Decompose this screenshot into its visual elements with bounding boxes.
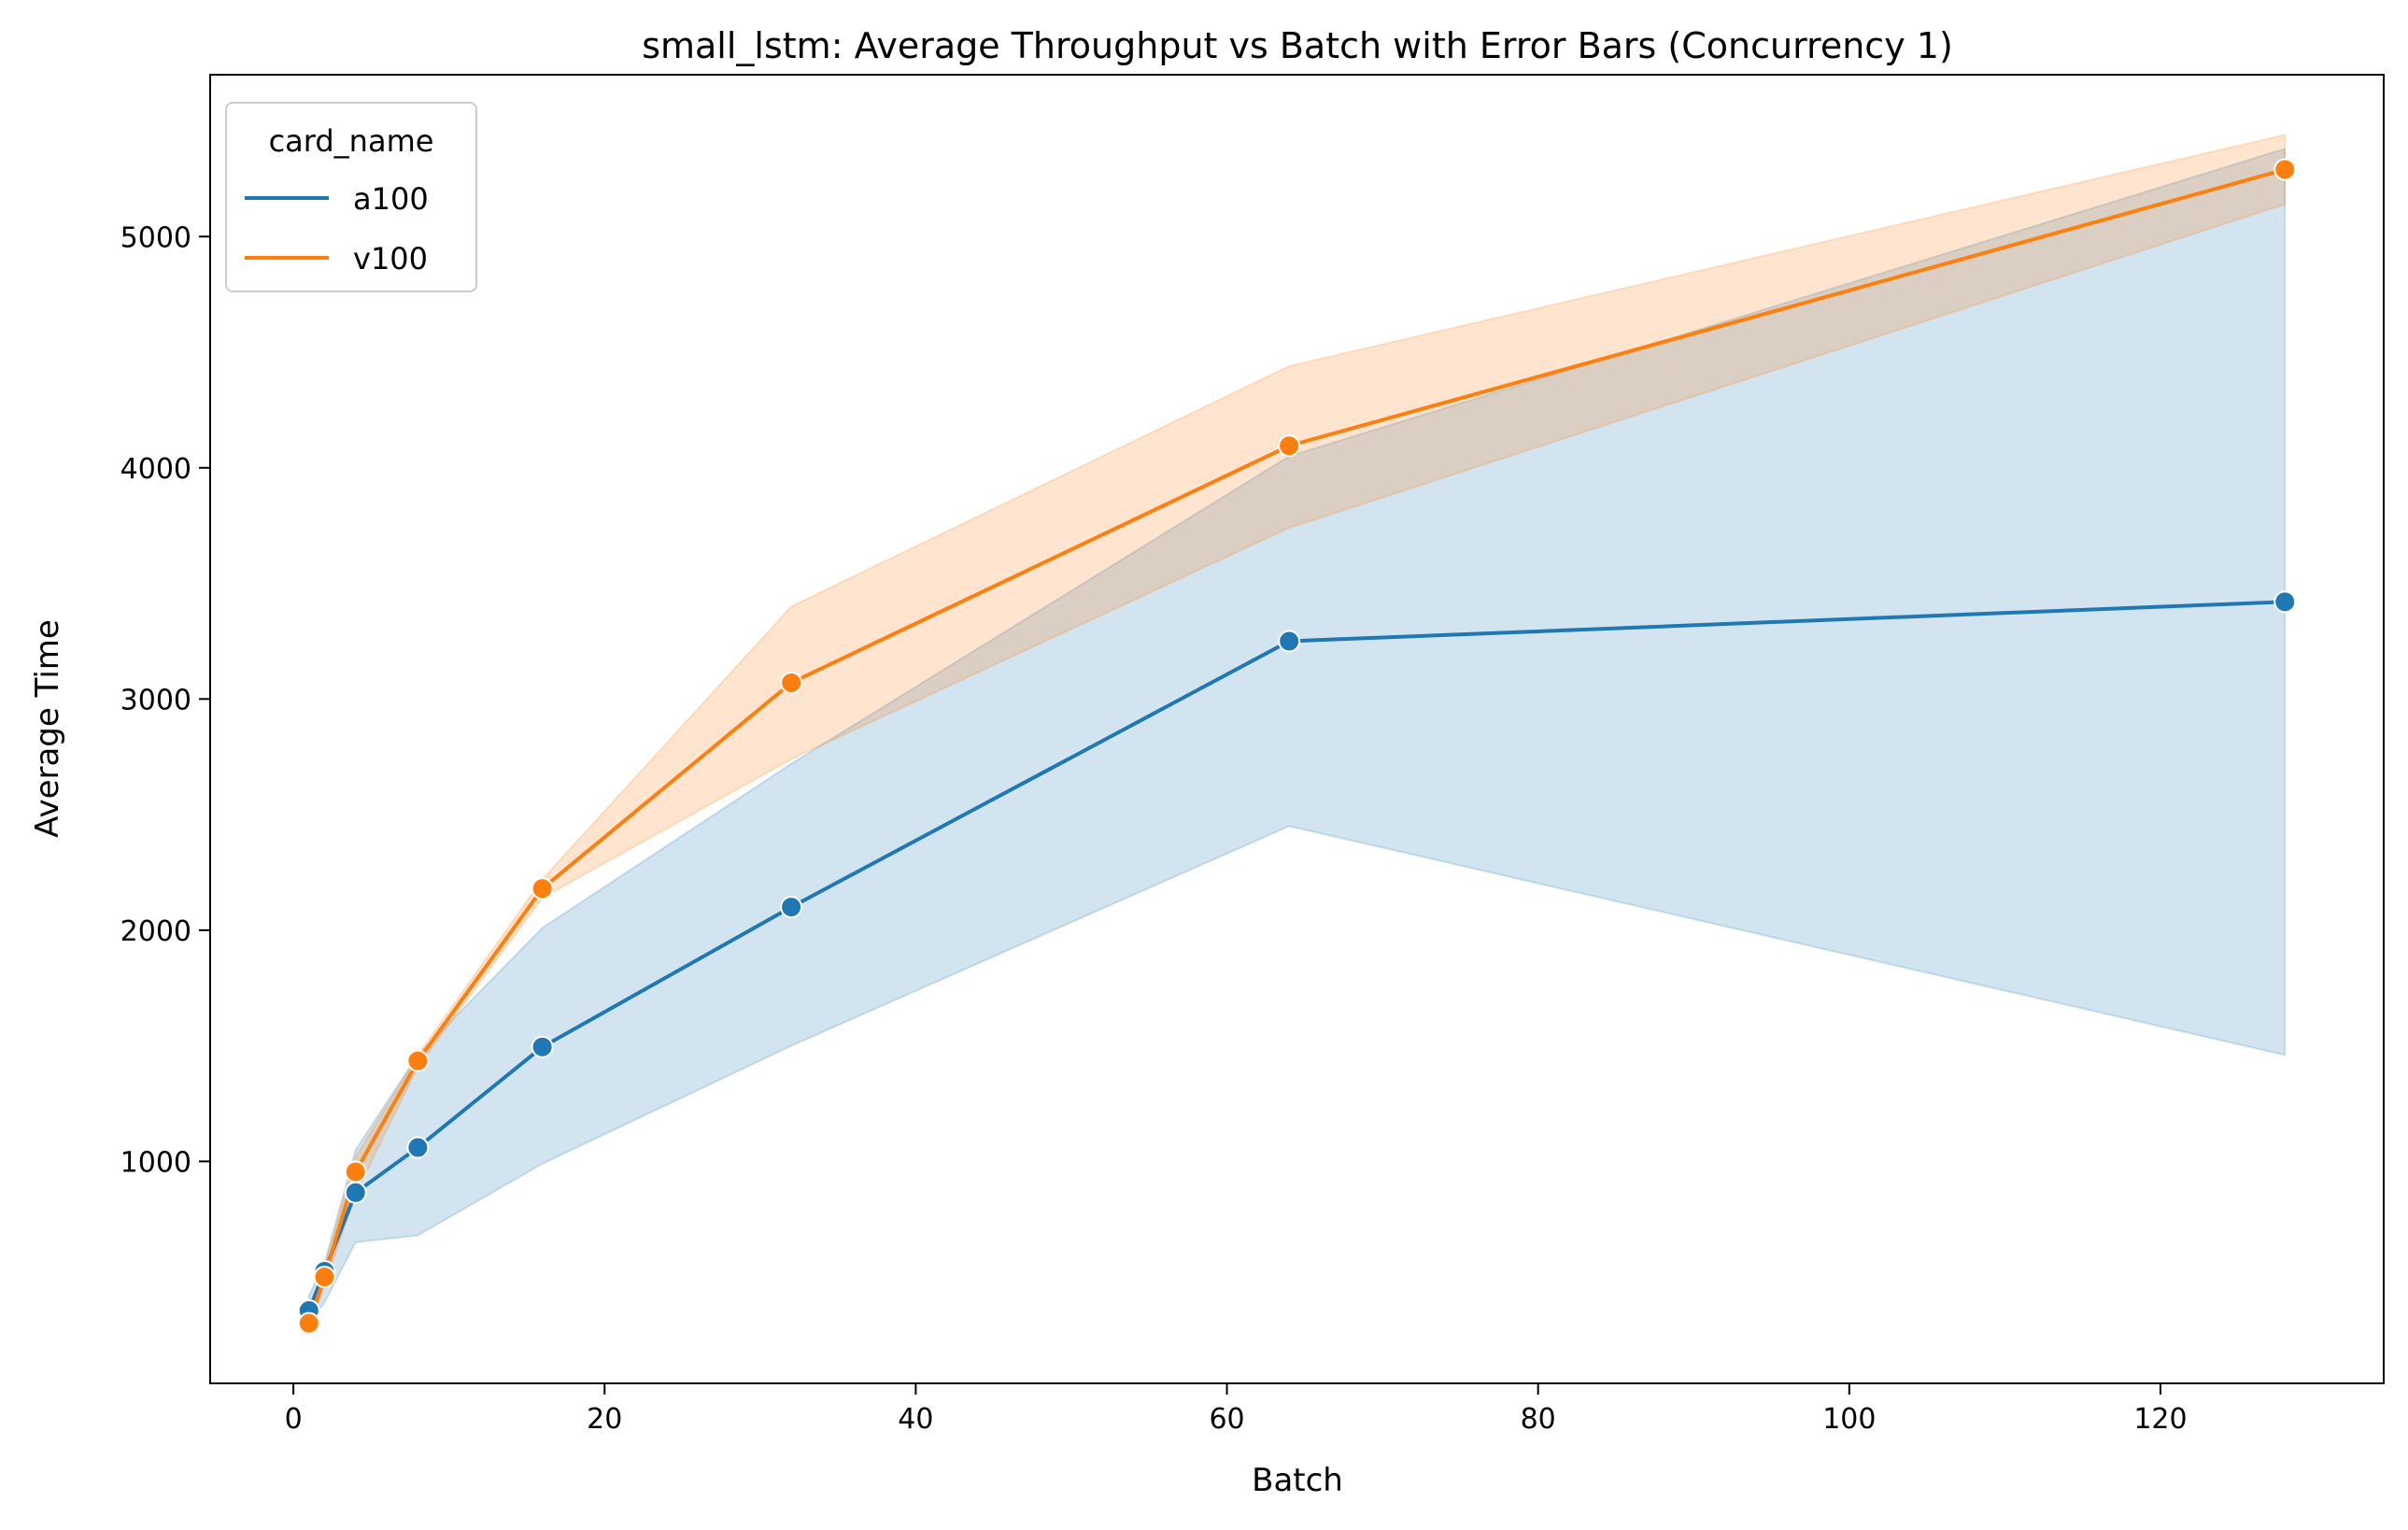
plot-area-frame xyxy=(209,74,2385,1384)
y-tick-label: 1000 xyxy=(120,1146,191,1179)
data-point-v100-8 xyxy=(406,1049,430,1072)
data-point-v100-128 xyxy=(2273,158,2297,181)
data-point-v100-16 xyxy=(531,877,554,900)
data-point-a100-8 xyxy=(406,1136,430,1159)
data-point-a100-32 xyxy=(780,896,803,919)
y-axis-ticks: 1000 2000 3000 4000 5000 xyxy=(120,221,210,1179)
confidence-band-a100 xyxy=(307,147,2287,1326)
data-point-v100-1 xyxy=(297,1311,320,1335)
x-axis-label: Batch xyxy=(1252,1462,1343,1499)
x-axis-ticks: 0 20 40 60 80 100 120 xyxy=(285,1383,2188,1436)
x-tick-label: 80 xyxy=(1521,1403,1556,1436)
legend-title: card_name xyxy=(269,123,434,159)
x-tick-label: 20 xyxy=(587,1403,622,1436)
y-tick-label: 4000 xyxy=(120,453,191,486)
x-tick-label: 60 xyxy=(1209,1403,1244,1436)
x-tick-label: 40 xyxy=(898,1403,933,1436)
chart-title: small_lstm: Average Throughput vs Batch … xyxy=(642,25,1953,66)
y-tick-label: 3000 xyxy=(120,684,191,716)
legend-label-v100: v100 xyxy=(353,241,428,276)
legend-label-a100: a100 xyxy=(353,181,429,217)
series-lines xyxy=(306,167,2288,1325)
y-tick-label: 2000 xyxy=(120,915,191,948)
data-point-a100-4 xyxy=(344,1181,367,1204)
confidence-band-v100 xyxy=(307,134,2287,1328)
data-point-v100-2 xyxy=(313,1266,336,1289)
y-tick-label: 5000 xyxy=(120,221,191,254)
y-axis-label: Average Time xyxy=(29,619,66,838)
series-line-v100 xyxy=(306,167,2288,1325)
series-markers xyxy=(297,158,2297,1335)
x-tick-label: 120 xyxy=(2133,1403,2187,1436)
x-tick-label: 0 xyxy=(285,1403,303,1436)
confidence-bands xyxy=(307,134,2287,1328)
data-point-v100-64 xyxy=(1278,434,1301,458)
x-tick-label: 100 xyxy=(1822,1403,1876,1436)
data-point-a100-128 xyxy=(2273,590,2297,614)
data-point-a100-16 xyxy=(531,1035,554,1058)
legend-box xyxy=(225,102,477,292)
data-point-a100-64 xyxy=(1278,630,1301,653)
data-point-v100-4 xyxy=(344,1160,367,1183)
legend: card_name a100 v100 xyxy=(225,102,477,292)
data-point-v100-32 xyxy=(780,671,803,694)
